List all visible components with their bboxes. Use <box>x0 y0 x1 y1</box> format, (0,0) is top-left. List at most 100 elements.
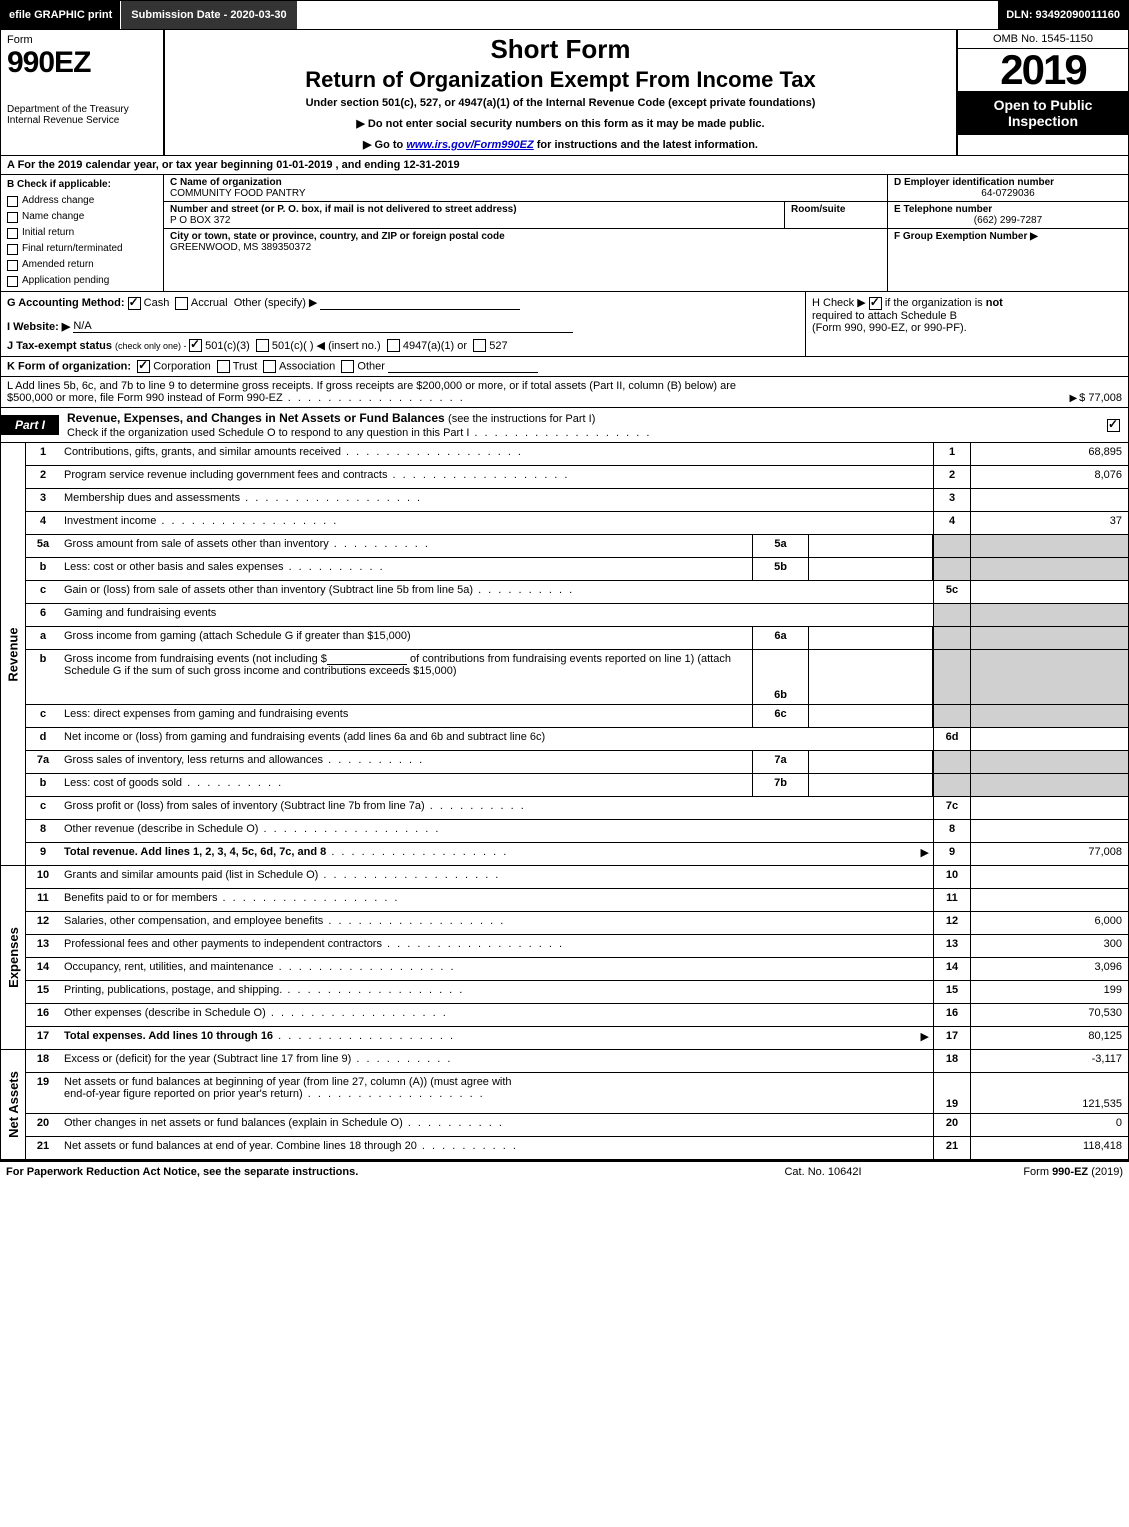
line-1-desc: Contributions, gifts, grants, and simila… <box>60 443 933 465</box>
line-12-amount: 6,000 <box>970 912 1128 934</box>
part-i-label: Part I <box>1 415 59 435</box>
section-def: D Employer identification number 64-0729… <box>887 175 1128 291</box>
section-g: G Accounting Method: Cash Accrual Other … <box>7 296 799 310</box>
line-3-desc: Membership dues and assessments <box>60 489 933 511</box>
line-3-amount <box>970 489 1128 511</box>
form-number: 990EZ <box>7 46 157 80</box>
line-13-desc: Professional fees and other payments to … <box>60 935 933 957</box>
section-k: K Form of organization: Corporation Trus… <box>0 357 1129 377</box>
cat-no: Cat. No. 10642I <box>723 1166 923 1178</box>
line-9-desc: Total revenue. Add lines 1, 2, 3, 4, 5c,… <box>60 843 933 865</box>
line-21-desc: Net assets or fund balances at end of ye… <box>60 1137 933 1159</box>
city-label: City or town, state or province, country… <box>170 231 881 242</box>
phone-label: E Telephone number <box>894 204 1122 215</box>
gh-row: G Accounting Method: Cash Accrual Other … <box>0 292 1129 357</box>
line-15-amount: 199 <box>970 981 1128 1003</box>
irs-label: Internal Revenue Service <box>7 115 157 126</box>
chk-name-change[interactable] <box>7 212 18 223</box>
chk-other-org[interactable] <box>341 360 354 373</box>
section-j: J Tax-exempt status (check only one) - 5… <box>7 339 799 353</box>
section-b: B Check if applicable: Address change Na… <box>1 175 164 291</box>
line-8-desc: Other revenue (describe in Schedule O) <box>60 820 933 842</box>
dept-label: Department of the Treasury <box>7 104 157 115</box>
gross-receipts-value: $ 77,008 <box>1079 392 1122 404</box>
irs-link[interactable]: www.irs.gov/Form990EZ <box>406 139 533 151</box>
line-7b-desc: Less: cost of goods sold <box>60 774 752 796</box>
line-10-desc: Grants and similar amounts paid (list in… <box>60 866 933 888</box>
line-14-amount: 3,096 <box>970 958 1128 980</box>
efile-print-button[interactable]: efile GRAPHIC print <box>1 1 121 29</box>
line-11-desc: Benefits paid to or for members <box>60 889 933 911</box>
part-i-header: Part I Revenue, Expenses, and Changes in… <box>0 408 1129 443</box>
line-13-amount: 300 <box>970 935 1128 957</box>
chk-trust[interactable] <box>217 360 230 373</box>
section-c: C Name of organization COMMUNITY FOOD PA… <box>164 175 887 291</box>
bullet2-post: for instructions and the latest informat… <box>537 139 758 151</box>
line-19-desc: Net assets or fund balances at beginning… <box>60 1073 933 1113</box>
line-4-amount: 37 <box>970 512 1128 534</box>
line-9-amount: 77,008 <box>970 843 1128 865</box>
line-6a-desc: Gross income from gaming (attach Schedul… <box>60 627 752 649</box>
chk-527[interactable] <box>473 339 486 352</box>
bullet-link: ▶ Go to www.irs.gov/Form990EZ for instru… <box>173 138 948 151</box>
line-10-amount <box>970 866 1128 888</box>
submission-date-button[interactable]: Submission Date - 2020-03-30 <box>121 1 296 29</box>
line-20-amount: 0 <box>970 1114 1128 1136</box>
bullet-ssn: ▶ Do not enter social security numbers o… <box>173 117 948 130</box>
chk-cash[interactable] <box>128 297 141 310</box>
tax-year: 2019 <box>958 49 1128 91</box>
chk-final-return[interactable] <box>7 244 18 255</box>
line-21-amount: 118,418 <box>970 1137 1128 1159</box>
line-7a-desc: Gross sales of inventory, less returns a… <box>60 751 752 773</box>
net-assets-tab: Net Assets <box>6 1071 21 1138</box>
subtitle: Under section 501(c), 527, or 4947(a)(1)… <box>173 97 948 109</box>
line-5c-amount <box>970 581 1128 603</box>
line-11-amount <box>970 889 1128 911</box>
form-header: Form 990EZ Department of the Treasury In… <box>0 30 1129 156</box>
chk-amended-return[interactable] <box>7 260 18 271</box>
chk-schedule-o-used[interactable] <box>1107 419 1120 432</box>
chk-association[interactable] <box>263 360 276 373</box>
line-5b-desc: Less: cost or other basis and sales expe… <box>60 558 752 580</box>
line-12-desc: Salaries, other compensation, and employ… <box>60 912 933 934</box>
chk-schedule-b-not-required[interactable] <box>869 297 882 310</box>
chk-initial-return[interactable] <box>7 228 18 239</box>
section-i: I Website: ▶ N/A <box>7 320 799 333</box>
line-18-amount: -3,117 <box>970 1050 1128 1072</box>
section-b-title: B Check if applicable: <box>7 177 157 193</box>
short-form-title: Short Form <box>173 34 948 65</box>
section-l: L Add lines 5b, 6c, and 7b to line 9 to … <box>0 377 1129 408</box>
section-a-period: A For the 2019 calendar year, or tax yea… <box>0 156 1129 175</box>
chk-501c3[interactable] <box>189 339 202 352</box>
line-7c-desc: Gross profit or (loss) from sales of inv… <box>60 797 933 819</box>
city-value: GREENWOOD, MS 389350372 <box>170 242 881 253</box>
addr-value: P O BOX 372 <box>170 215 778 226</box>
line-2-amount: 8,076 <box>970 466 1128 488</box>
phone-value: (662) 299-7287 <box>894 215 1122 226</box>
ein-label: D Employer identification number <box>894 177 1122 188</box>
line-6-desc: Gaming and fundraising events <box>60 604 933 626</box>
revenue-table: Revenue 1Contributions, gifts, grants, a… <box>0 443 1129 866</box>
addr-label: Number and street (or P. O. box, if mail… <box>170 204 778 215</box>
group-exemption-label: F Group Exemption Number ▶ <box>894 231 1038 242</box>
line-20-desc: Other changes in net assets or fund bala… <box>60 1114 933 1136</box>
chk-corporation[interactable] <box>137 360 150 373</box>
line-16-desc: Other expenses (describe in Schedule O) <box>60 1004 933 1026</box>
form-ref: Form 990-EZ (2019) <box>923 1166 1123 1178</box>
chk-application-pending[interactable] <box>7 276 18 287</box>
open-public-inspection: Open to Public Inspection <box>958 91 1128 135</box>
line-2-desc: Program service revenue including govern… <box>60 466 933 488</box>
line-6b-desc: Gross income from fundraising events (no… <box>60 650 752 704</box>
entity-block: B Check if applicable: Address change Na… <box>0 175 1129 292</box>
line-7c-amount <box>970 797 1128 819</box>
chk-accrual[interactable] <box>175 297 188 310</box>
main-title: Return of Organization Exempt From Incom… <box>173 67 948 93</box>
website-value: N/A <box>73 320 91 332</box>
line-5c-desc: Gain or (loss) from sale of assets other… <box>60 581 933 603</box>
line-18-desc: Excess or (deficit) for the year (Subtra… <box>60 1050 933 1072</box>
chk-4947[interactable] <box>387 339 400 352</box>
chk-address-change[interactable] <box>7 196 18 207</box>
chk-501c[interactable] <box>256 339 269 352</box>
line-5a-desc: Gross amount from sale of assets other t… <box>60 535 752 557</box>
line-19-amount: 121,535 <box>970 1073 1128 1113</box>
